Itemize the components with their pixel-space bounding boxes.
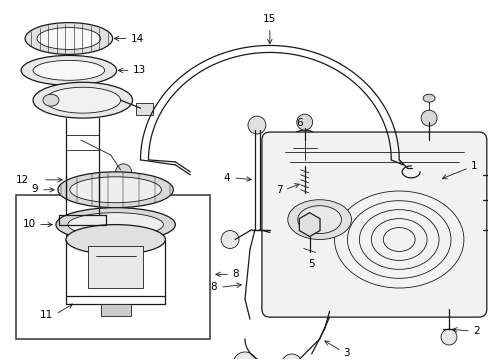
Circle shape [281, 354, 301, 360]
Circle shape [115, 164, 131, 180]
Text: 1: 1 [470, 161, 476, 171]
Text: 7: 7 [276, 185, 282, 195]
Text: 14: 14 [130, 33, 143, 44]
Bar [135, 103, 153, 115]
Text: 8: 8 [232, 269, 238, 279]
Circle shape [247, 116, 265, 134]
Text: 15: 15 [263, 14, 276, 24]
Circle shape [404, 168, 417, 182]
Text: 10: 10 [23, 219, 36, 229]
Circle shape [286, 130, 322, 166]
Bar [16, 195, 210, 339]
Bar [87, 247, 143, 288]
Ellipse shape [66, 225, 165, 255]
Text: 9: 9 [31, 184, 38, 194]
Circle shape [440, 329, 456, 345]
Text: 5: 5 [308, 260, 314, 269]
Circle shape [221, 230, 239, 248]
FancyBboxPatch shape [262, 132, 486, 317]
Polygon shape [299, 213, 319, 237]
Text: 11: 11 [40, 310, 53, 320]
Text: 2: 2 [472, 326, 479, 336]
Ellipse shape [33, 60, 104, 80]
Circle shape [296, 114, 312, 130]
Bar [66, 226, 96, 238]
Text: 3: 3 [343, 348, 349, 358]
Ellipse shape [25, 23, 112, 54]
Ellipse shape [33, 82, 132, 118]
Circle shape [233, 352, 256, 360]
Ellipse shape [297, 206, 341, 234]
Circle shape [109, 264, 122, 275]
Text: 4: 4 [223, 173, 229, 183]
Ellipse shape [21, 55, 117, 85]
Ellipse shape [45, 87, 121, 113]
Text: 13: 13 [132, 66, 145, 75]
Circle shape [292, 136, 316, 160]
Ellipse shape [287, 200, 351, 239]
Bar [101, 304, 130, 316]
Ellipse shape [68, 213, 163, 237]
Ellipse shape [56, 208, 175, 242]
Ellipse shape [43, 94, 59, 106]
Circle shape [420, 110, 436, 126]
Ellipse shape [422, 94, 434, 102]
Text: 8: 8 [210, 282, 217, 292]
Ellipse shape [70, 177, 161, 203]
Ellipse shape [58, 172, 173, 208]
Text: 12: 12 [16, 175, 29, 185]
Text: 6: 6 [296, 118, 303, 128]
Ellipse shape [37, 28, 101, 49]
